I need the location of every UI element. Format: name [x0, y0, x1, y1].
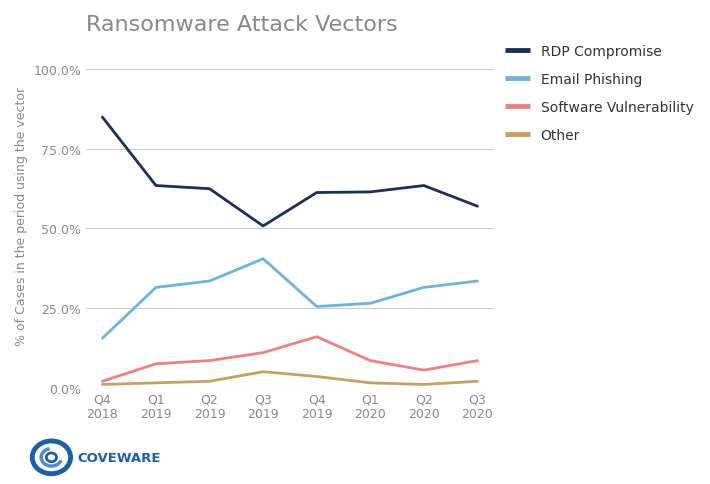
- Other: [152, 380, 160, 386]
- Other: [366, 380, 375, 386]
- Other: [98, 382, 106, 388]
- RDP Compromise: [98, 115, 106, 121]
- Software Vulnerability: [259, 350, 268, 356]
- Email Phishing: [259, 257, 268, 262]
- Software Vulnerability: [98, 378, 106, 384]
- RDP Compromise: [420, 183, 428, 189]
- Email Phishing: [98, 336, 106, 342]
- Email Phishing: [152, 285, 160, 291]
- RDP Compromise: [205, 186, 214, 192]
- Other: [420, 382, 428, 388]
- Software Vulnerability: [312, 334, 321, 340]
- Other: [312, 374, 321, 379]
- Email Phishing: [312, 304, 321, 310]
- RDP Compromise: [152, 183, 160, 189]
- Other: [474, 378, 482, 384]
- Text: COVEWARE: COVEWARE: [77, 451, 160, 464]
- Line: Email Phishing: Email Phishing: [102, 259, 478, 339]
- Email Phishing: [474, 278, 482, 284]
- RDP Compromise: [312, 190, 321, 196]
- Line: RDP Compromise: RDP Compromise: [102, 118, 478, 227]
- Software Vulnerability: [152, 361, 160, 367]
- Other: [205, 378, 214, 384]
- Email Phishing: [366, 301, 375, 306]
- Software Vulnerability: [205, 358, 214, 364]
- Legend: RDP Compromise, Email Phishing, Software Vulnerability, Other: RDP Compromise, Email Phishing, Software…: [505, 45, 694, 142]
- Software Vulnerability: [474, 358, 482, 364]
- Line: Software Vulnerability: Software Vulnerability: [102, 337, 478, 381]
- Line: Other: Other: [102, 372, 478, 385]
- RDP Compromise: [366, 190, 375, 196]
- RDP Compromise: [474, 204, 482, 210]
- Software Vulnerability: [420, 367, 428, 373]
- Email Phishing: [420, 285, 428, 291]
- Y-axis label: % of Cases in the period using the vector: % of Cases in the period using the vecto…: [15, 87, 28, 346]
- Software Vulnerability: [366, 358, 375, 364]
- Email Phishing: [205, 278, 214, 284]
- RDP Compromise: [259, 224, 268, 229]
- Other: [259, 369, 268, 375]
- Text: Ransomware Attack Vectors: Ransomware Attack Vectors: [87, 15, 398, 35]
